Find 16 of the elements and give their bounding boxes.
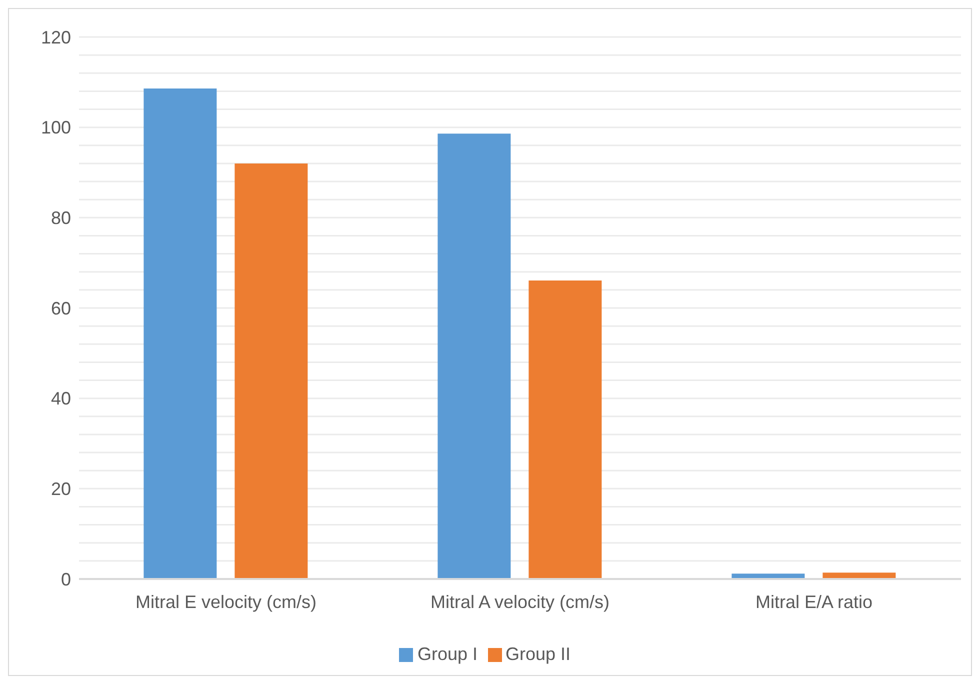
bar [144,88,217,579]
y-tick-label: 120 [40,27,71,48]
y-tick-label: 100 [40,118,71,138]
x-tick-label: Mitral E/A ratio [755,592,873,612]
y-tick-label: 80 [50,208,71,228]
x-tick-label: Mitral A velocity (cm/s) [430,592,610,612]
bar [438,134,511,579]
legend-label: Group II [506,644,571,664]
bar [528,280,602,579]
y-tick-label: 20 [50,479,71,500]
y-tick-label: 60 [50,298,71,318]
y-tick-label: 40 [50,388,71,409]
bar [234,163,308,579]
y-tick-label: 0 [60,569,71,590]
x-tick-label: Mitral E velocity (cm/s) [135,592,317,612]
legend-label: Group I [417,644,478,664]
